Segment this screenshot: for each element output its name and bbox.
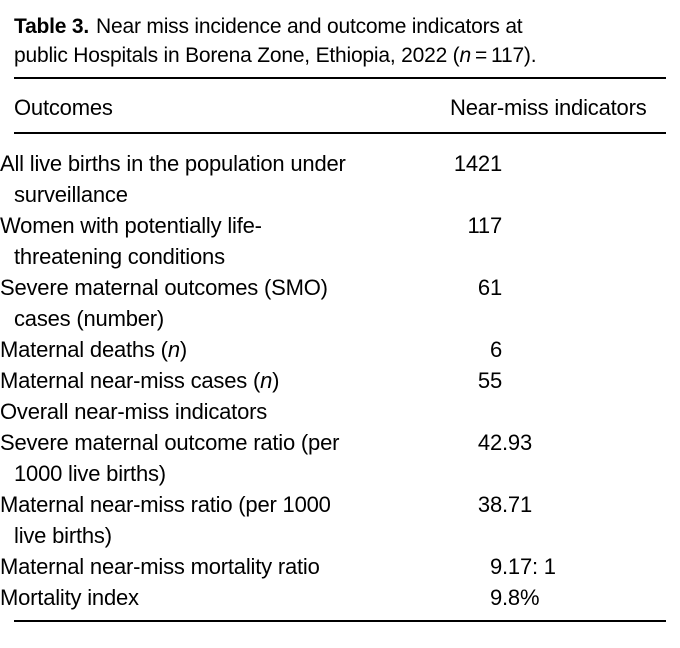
indicator-value: 38.71 [450, 489, 666, 551]
value-integer: 117 [467, 213, 503, 238]
outcome-label: Severe maternal outcome ratio (per 1000 … [0, 427, 450, 489]
outcome-label: Overall near-miss indicators [0, 396, 450, 427]
table-row: Overall near-miss indicators [0, 396, 666, 427]
outcome-label: Maternal near-miss ratio (per 1000 live … [0, 489, 450, 551]
label-text-after: ) [179, 337, 187, 362]
value-integer: 9 [489, 585, 502, 610]
label-text: Severe maternal outcomes (SMO) cases (nu… [0, 275, 328, 331]
label-text: Maternal deaths ( [0, 337, 168, 362]
table-caption: Table 3. Near miss incidence and outcome … [14, 12, 666, 70]
col-header-outcomes: Outcomes [14, 78, 450, 134]
indicator-value: 117 [450, 210, 666, 272]
table-row: Maternal near-miss ratio (per 1000 live … [0, 489, 666, 551]
value-fraction: .17: 1 [502, 554, 556, 579]
label-text: Women with potentially life- threatening… [0, 213, 262, 269]
indicator-value: 42.93 [450, 427, 666, 489]
label-text: Severe maternal outcome ratio (per 1000 … [0, 430, 340, 486]
label-text: Maternal near-miss ratio (per 1000 live … [0, 492, 331, 548]
table-row: Women with potentially life- threatening… [0, 210, 666, 272]
outcome-label: Maternal near-miss mortality ratio [0, 551, 450, 582]
table-row: Mortality index 9.8% [0, 582, 666, 622]
value-integer: 42 [477, 430, 502, 455]
outcome-label: Severe maternal outcomes (SMO) cases (nu… [0, 272, 450, 334]
article-table-figure: Table 3. Near miss incidence and outcome … [0, 12, 666, 622]
label-text: All live births in the population under … [0, 151, 346, 207]
header-row: Outcomes Near-miss indicators [14, 78, 666, 134]
table-row: Severe maternal outcome ratio (per 1000 … [0, 427, 666, 489]
table-row: Maternal near-miss cases (n) 55 [0, 365, 666, 396]
value-integer: 61 [477, 275, 502, 300]
label-text: Overall near-miss indicators [0, 399, 268, 424]
table-row: All live births in the population under … [0, 133, 666, 210]
indicator-value: 9.17: 1 [450, 551, 666, 582]
value-fraction: .8% [502, 585, 540, 610]
label-italic-n: n [167, 337, 180, 362]
near-miss-indicators-table: Outcomes Near-miss indicators All live b… [0, 77, 666, 622]
caption-n-italic: n [459, 44, 471, 67]
value-integer: 38 [477, 492, 502, 517]
outcome-label: Maternal near-miss cases (n) [0, 365, 450, 396]
label-text-after: ) [272, 368, 280, 393]
indicator-value: 6 [450, 334, 666, 365]
label-text: Maternal near-miss cases ( [0, 368, 261, 393]
caption-text: Near miss incidence and outcome indicato… [14, 15, 523, 67]
table-row: Maternal deaths (n) 6 [0, 334, 666, 365]
value-integer: 9 [489, 554, 502, 579]
caption-tail: = 117). [470, 44, 537, 67]
table-row: Maternal near-miss mortality ratio 9.17:… [0, 551, 666, 582]
indicator-value [450, 396, 666, 427]
outcome-label: Women with potentially life- threatening… [0, 210, 450, 272]
label-text: Mortality index [0, 585, 139, 610]
value-integer: 1421 [453, 151, 502, 176]
indicator-value: 9.8% [450, 582, 666, 622]
value-fraction: .71 [502, 492, 532, 517]
label-text: Maternal near-miss mortality ratio [0, 554, 320, 579]
table-number: Table 3. [14, 15, 90, 38]
label-italic-n: n [260, 368, 273, 393]
outcome-label: Mortality index [0, 582, 450, 622]
col-header-indicators: Near-miss indicators [450, 78, 666, 134]
indicator-value: 61 [450, 272, 666, 334]
value-integer: 6 [489, 337, 502, 362]
value-fraction: .93 [502, 430, 532, 455]
indicator-value: 55 [450, 365, 666, 396]
table-row: Severe maternal outcomes (SMO) cases (nu… [0, 272, 666, 334]
value-integer: 55 [477, 368, 502, 393]
outcome-label: All live births in the population under … [0, 133, 450, 210]
outcome-label: Maternal deaths (n) [0, 334, 450, 365]
indicator-value: 1421 [450, 133, 666, 210]
